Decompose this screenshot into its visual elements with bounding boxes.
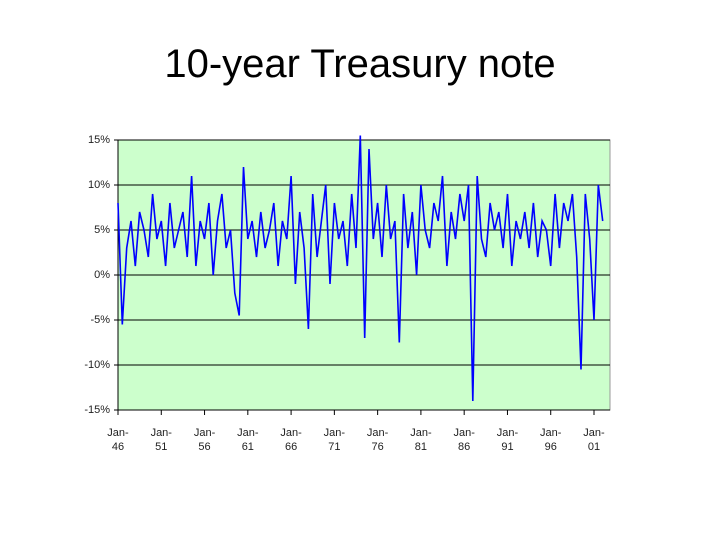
y-tick-label: -15% bbox=[84, 404, 110, 416]
x-tick-label: Jan-01 bbox=[583, 427, 605, 453]
x-tick-label: Jan-81 bbox=[410, 427, 432, 453]
y-tick-label: -10% bbox=[84, 359, 110, 371]
y-tick-label: 15% bbox=[88, 134, 110, 146]
y-tick-label: 5% bbox=[94, 224, 110, 236]
x-tick-label: Jan-66 bbox=[280, 427, 302, 453]
x-tick-label: Jan-76 bbox=[366, 427, 389, 453]
y-tick-label: 0% bbox=[94, 269, 110, 281]
y-tick-label: 10% bbox=[88, 179, 110, 191]
x-tick-label: Jan-51 bbox=[150, 427, 172, 453]
x-tick-label: Jan-91 bbox=[496, 427, 519, 453]
x-tick-label: Jan-86 bbox=[453, 427, 475, 453]
x-tick-label: Jan-71 bbox=[323, 427, 346, 453]
x-tick-label: Jan-46 bbox=[107, 427, 129, 453]
data-line bbox=[117, 135, 604, 402]
chart-title: 10-year Treasury note bbox=[164, 42, 556, 86]
x-tick-label: Jan-56 bbox=[193, 427, 216, 453]
x-tick-label: Jan-96 bbox=[540, 427, 562, 453]
y-tick-label: -5% bbox=[90, 314, 110, 326]
x-tick-label: Jan-61 bbox=[237, 427, 259, 453]
